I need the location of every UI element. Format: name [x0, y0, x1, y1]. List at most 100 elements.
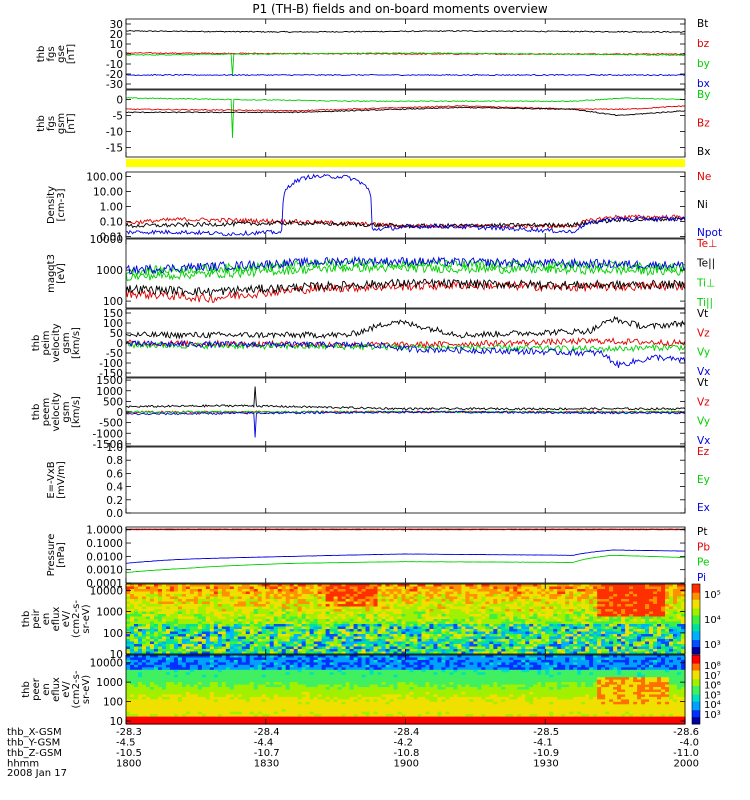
y-tick-label: -500	[99, 418, 123, 430]
y-axis-label: thb peer en eflux eV/(cm2-s-sr-eV)	[21, 670, 92, 708]
y-label-line: [eV]	[56, 263, 67, 284]
colorbar-label: 10⁶	[704, 681, 721, 692]
x-row-value: -28.4	[394, 727, 420, 738]
y-label-line: [km/s]	[71, 396, 82, 428]
legend-Ti⊥: Ti⊥	[696, 277, 715, 289]
y-tick-label: 0	[116, 95, 123, 107]
panel-frame	[125, 171, 686, 239]
legend: Vt Vz Vy Vx	[697, 377, 710, 447]
colorbar-label: 10⁸	[704, 661, 721, 672]
y-label-line: [nT]	[66, 44, 77, 64]
y-axis: 10000 1000 100 10	[90, 585, 685, 661]
y-axis-label: Pressure [nPa]	[46, 534, 67, 577]
y-tick-label: -1500	[92, 439, 123, 451]
y-axis-label: E=-VxB [mV/m]	[46, 461, 67, 499]
y-tick-label: -30	[106, 79, 123, 91]
y-axis: 1000 100 10000	[90, 234, 685, 308]
colorbar-label: 10⁵	[704, 690, 721, 701]
legend-Vz: Vz	[697, 327, 710, 339]
series-line-Vt	[125, 386, 686, 411]
x-row-value: 1830	[254, 759, 279, 770]
legend-Vt: Vt	[697, 377, 708, 389]
legend: Bt bz by bx	[697, 18, 710, 90]
series-line-Vx	[125, 339, 686, 368]
y-label-line: gse	[56, 45, 67, 63]
y-tick-label: 10000	[90, 658, 123, 670]
quality-flag-bar	[126, 159, 685, 167]
y-label-line: thb	[36, 115, 47, 132]
legend-Ey: Ey	[697, 474, 710, 486]
y-tick-label: 1000	[96, 677, 123, 689]
colorbar: 10⁵ 10⁴ 10³	[691, 583, 721, 655]
y-label-line: eV/	[61, 610, 72, 627]
y-tick-label: -1000	[92, 428, 123, 440]
y-label-line: thb	[21, 611, 32, 628]
y-tick-label: 100	[103, 628, 123, 640]
y-label-line: (cm2-s-	[71, 600, 82, 638]
legend-Vx: Vx	[697, 435, 710, 447]
x-row-value: -4.4	[254, 738, 274, 749]
y-tick-label: 30	[110, 19, 123, 31]
legend-Ti||: Ti||	[696, 297, 713, 309]
y-tick-label: 1.00	[100, 202, 123, 214]
y-label-line: gsm	[61, 401, 72, 422]
y-label-line: magqt3	[46, 254, 57, 293]
series-line-by	[125, 52, 686, 77]
y-label-line: eflux	[51, 607, 62, 632]
y-tick-label: 100	[103, 296, 123, 308]
figure-title: P1 (TH-B) fields and on-board moments ov…	[252, 2, 548, 16]
y-label-line: [nPa]	[56, 542, 67, 568]
y-label-line: peer	[31, 677, 42, 701]
y-tick-label: 0.10	[100, 217, 123, 229]
y-tick-label: 500	[103, 396, 123, 408]
legend-Vy: Vy	[697, 347, 710, 359]
y-tick-label: 0.0	[106, 508, 123, 520]
x-axis-annotation: thb_X-GSM -28.3 -28.4 -28.4 -28.5 -28.6 thb_Y-…	[7, 19, 699, 770]
y-label-line: thb	[31, 404, 42, 421]
x-row-value: -11.0	[673, 748, 699, 759]
legend-Bx: Bx	[697, 146, 710, 158]
y-label-line: fgs	[46, 46, 57, 61]
panel-frame	[125, 446, 686, 514]
legend-Pt: Pt	[697, 526, 707, 538]
y-tick-label: 0.0010	[86, 565, 123, 577]
x-row-value: -4.5	[116, 738, 136, 749]
y-tick-label: 0.1000	[86, 538, 123, 550]
x-row-value: -28.6	[673, 727, 699, 738]
y-tick-label: -20	[106, 69, 123, 81]
x-row-value: -28.5	[533, 727, 559, 738]
panel-2: 0 -5 -10 -15 thb fgs gsm [nT] By Bz Bx	[36, 89, 710, 158]
x-row-value: -10.5	[116, 748, 142, 759]
legend-Bz: Bz	[697, 118, 710, 130]
y-tick-label: 1.0000	[86, 525, 123, 537]
x-row-label: thb_X-GSM	[7, 727, 62, 738]
colorbar-label: 10⁷	[704, 671, 721, 682]
y-tick-label: 100	[103, 318, 123, 330]
y-label-line: [nT]	[66, 113, 77, 133]
x-row-value: 2000	[674, 759, 699, 770]
y-tick-label: 10	[110, 649, 123, 661]
series-line-Npot	[125, 173, 686, 237]
legend-By: By	[697, 89, 710, 101]
y-axis-label: Density [cm-3]	[46, 186, 67, 224]
y-tick-label: -10	[106, 126, 123, 138]
legend-Pi: Pi	[697, 572, 706, 584]
y-axis-label: magqt3 [eV]	[46, 254, 67, 293]
x-row-value: -10.9	[533, 748, 559, 759]
y-tick-label: 10	[110, 39, 123, 51]
x-row-label: thb_Z-GSM	[7, 748, 62, 759]
colorbar-label: 10³	[704, 640, 721, 651]
legend-Ni: Ni	[697, 199, 708, 211]
panel-9: 10⁵ 10⁴ 10³ 10000 1000 100 10 thb peir en eflux eV/…	[21, 583, 721, 661]
y-tick-label: -100	[99, 358, 123, 370]
y-label-line: en	[41, 683, 52, 696]
legend-Vz: Vz	[697, 396, 710, 408]
y-tick-label: -150	[99, 368, 123, 380]
y-tick-label: 0.6	[106, 468, 123, 480]
